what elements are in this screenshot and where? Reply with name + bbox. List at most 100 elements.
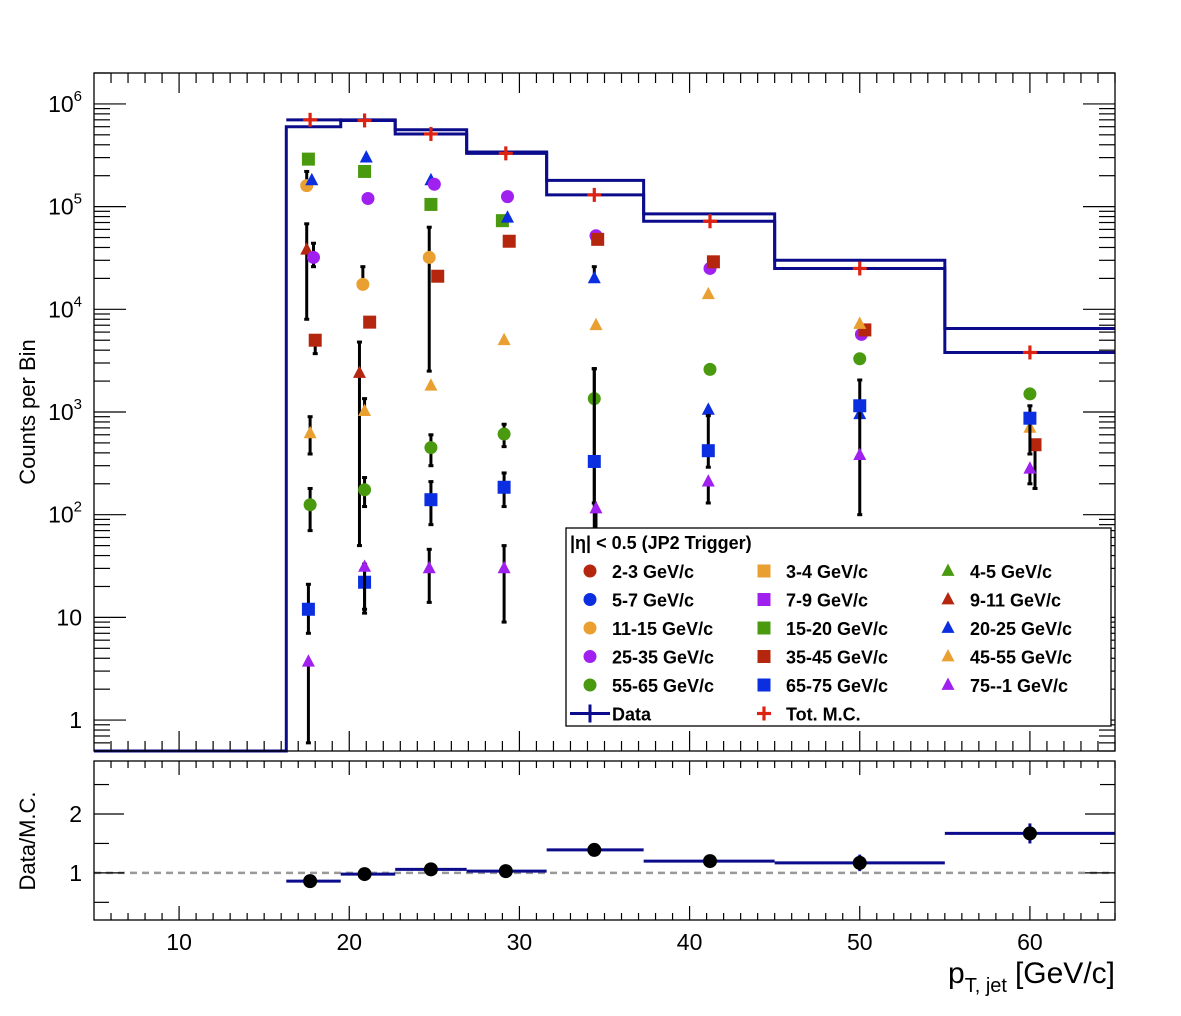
legend-label-4: 7-9 GeV/c	[786, 591, 868, 611]
errorbar-75-1-gev-c-2	[426, 547, 432, 604]
errorbar-75-1-gev-c-1	[362, 565, 368, 615]
errorbar-75-1-gev-c-0	[305, 660, 311, 745]
point-25-35-gev-c-0	[307, 250, 321, 264]
legend-label-8: 20-25 GeV/c	[970, 619, 1072, 639]
point-65-75-gev-c-7	[1023, 411, 1037, 425]
spectrum-axes: 1 10 102 103 104 105 106	[48, 72, 1116, 752]
x-tick-label-0: 10	[166, 929, 192, 955]
errorbar-11-15-gev-c-2	[426, 225, 432, 373]
ratio-point-2	[423, 862, 438, 877]
x-tick-label-5: 60	[1017, 929, 1043, 955]
legend-marker-2	[941, 563, 955, 576]
legend-marker-9	[583, 650, 597, 663]
y-axis-title-counts: Counts per Bin	[15, 339, 40, 485]
x-axis-title-symbol: p	[948, 957, 965, 990]
errorbar-35-45-gev-c-7	[1032, 443, 1038, 490]
errorbar-65-75-gev-c-5	[705, 414, 711, 469]
point-45-55-gev-c-1	[358, 403, 372, 416]
point-45-55-gev-c-4	[589, 317, 603, 331]
point-45-55-gev-c-0	[303, 425, 317, 439]
legend-label-3: 5-7 GeV/c	[612, 591, 694, 611]
point-65-75-gev-c-0	[301, 602, 315, 616]
point-75-1-gev-c-4	[589, 500, 603, 514]
legend-marker-0	[583, 564, 597, 578]
point-tot-mc-6	[852, 261, 867, 276]
point-11-15-gev-c-2	[422, 250, 436, 264]
point-75-1-gev-c-0	[301, 654, 315, 667]
legend-marker-8	[941, 620, 955, 633]
legend-marker-14	[941, 677, 955, 690]
x-axis-title: pT, jet [GeV/c]	[948, 957, 1115, 997]
legend-marker-12	[583, 678, 597, 692]
point-45-55-gev-c-5	[701, 286, 715, 300]
legend-label-7: 15-20 GeV/c	[786, 619, 888, 639]
ratio-point-3	[498, 864, 513, 879]
point-75-1-gev-c-3	[497, 560, 511, 574]
y-tick-label-0: 1	[69, 707, 82, 733]
point-55-65-gev-c-1	[358, 483, 372, 497]
legend-label-tot-mc: Tot. M.C.	[786, 705, 861, 725]
y-tick-label-5: 105	[48, 191, 82, 220]
errorbar-65-75-gev-c-4	[591, 367, 597, 505]
ratio-y-tick-label-0: 1	[69, 860, 82, 886]
point-55-65-gev-c-2	[424, 441, 438, 455]
ratio-point-0	[303, 874, 318, 889]
legend-marker-tot-mc	[757, 706, 771, 721]
point-tot-mc-3	[498, 146, 513, 161]
x-axis-title-unit: [GeV/c]	[1015, 957, 1115, 990]
legend-label-1: 3-4 GeV/c	[786, 562, 868, 582]
point-tot-mc-7	[1022, 345, 1037, 360]
point-15-20-gev-c-0	[301, 152, 315, 166]
legend-marker-1	[757, 564, 771, 578]
legend-label-9: 25-35 GeV/c	[612, 648, 714, 668]
legend-box	[565, 527, 1112, 727]
spectrum-panel: 1 10 102 103 104 105 106 Counts per Bin |η| < …	[15, 72, 1116, 753]
point-35-45-gev-c-0	[308, 333, 322, 347]
legend-label-14: 75--1 GeV/c	[970, 676, 1068, 696]
point-15-20-gev-c-2	[424, 197, 438, 211]
legend-marker-13	[757, 678, 771, 692]
point-tot-mc-4	[587, 187, 602, 202]
point-tot-mc-0	[303, 112, 318, 127]
point-35-45-gev-c-5	[706, 255, 720, 269]
legend-label-12: 55-65 GeV/c	[612, 676, 714, 696]
point-35-45-gev-c-7	[1028, 438, 1042, 452]
ratio-point-6	[852, 855, 867, 870]
ratio-point-7	[1022, 826, 1037, 841]
ratio-panel-frame	[93, 760, 1116, 921]
point-tot-mc-1	[357, 113, 372, 128]
point-75-1-gev-c-7	[1023, 461, 1037, 474]
point-75-1-gev-c-2	[422, 560, 436, 574]
legend-label-13: 65-75 GeV/c	[786, 676, 888, 696]
x-tick-label-2: 30	[507, 929, 533, 955]
point-55-65-gev-c-7	[1023, 387, 1037, 401]
legend-title: |η| < 0.5 (JP2 Trigger)	[570, 533, 752, 553]
point-15-20-gev-c-1	[358, 164, 372, 178]
ratio-panel: 10 20 30 40 50 60 1 2 Data/M.C. pT, jet [GeV/c]	[15, 760, 1116, 997]
errorbar-75-1-gev-c-3	[501, 544, 507, 624]
errorbar-9-11-gev-c-0	[304, 222, 310, 321]
point-35-45-gev-c-3	[502, 234, 516, 248]
point-75-1-gev-c-6	[853, 447, 867, 461]
point-65-75-gev-c-6	[853, 399, 867, 413]
legend-marker-data	[570, 704, 610, 723]
point-11-15-gev-c-1	[356, 277, 370, 291]
y-tick-label-2: 102	[48, 499, 82, 528]
legend-label-6: 11-15 GeV/c	[612, 619, 713, 639]
ratio-y-tick-label-1: 2	[69, 801, 82, 827]
ratio-point-4	[587, 842, 602, 857]
point-tot-mc-2	[423, 126, 438, 141]
x-tick-label-1: 20	[336, 929, 362, 955]
point-65-75-gev-c-5	[701, 444, 715, 458]
point-45-55-gev-c-2	[424, 378, 438, 391]
y-tick-label-4: 104	[48, 293, 82, 322]
point-55-65-gev-c-6	[853, 352, 867, 366]
legend-label-10: 35-45 GeV/c	[786, 648, 888, 668]
point-20-25-gev-c-0	[305, 172, 319, 186]
point-45-55-gev-c-3	[497, 332, 511, 346]
point-55-65-gev-c-0	[303, 498, 317, 512]
point-20-25-gev-c-4	[587, 270, 601, 284]
mc-histogram	[286, 118, 1115, 354]
legend-marker-4	[757, 593, 771, 606]
point-25-35-gev-c-2	[427, 177, 441, 191]
